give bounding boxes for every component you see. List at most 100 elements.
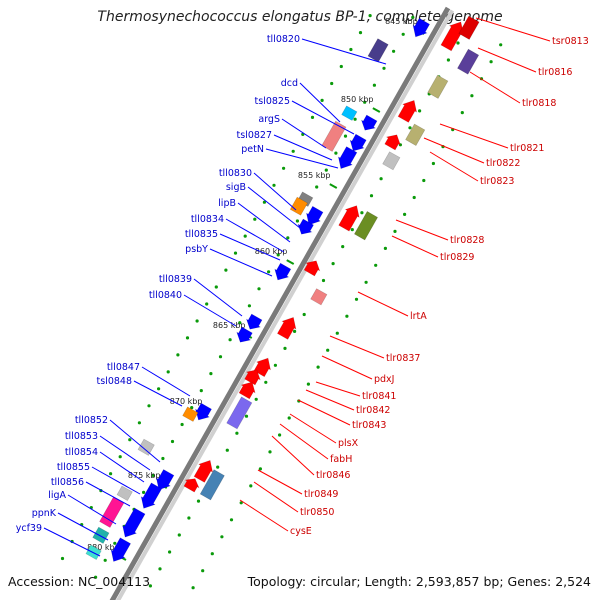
leader-line	[257, 469, 303, 495]
feature-block	[289, 196, 308, 216]
reverse-gene-arrow	[306, 205, 324, 226]
track-dot	[345, 314, 349, 318]
gene-label: tlr0846	[316, 470, 350, 481]
reverse-gene-arrow	[337, 146, 358, 170]
gene-arrow-shape	[244, 369, 261, 386]
track-dot	[460, 111, 464, 115]
leader-line	[265, 148, 339, 169]
left-label-tll0820: tll0820	[267, 34, 387, 65]
track-dot	[310, 115, 315, 119]
forward-gene-arrow	[397, 99, 418, 123]
track-dot	[353, 117, 357, 121]
track-dot	[446, 58, 450, 62]
gene-arrow-shape	[110, 537, 132, 562]
feature-block	[92, 526, 110, 544]
track-dot	[334, 151, 338, 155]
track-dot	[287, 416, 291, 420]
gene-label: ppnK	[32, 508, 57, 519]
leader-line	[183, 294, 237, 327]
leader-line	[439, 123, 509, 149]
gene-label: tll0840	[149, 290, 182, 301]
kbp-label: 865 kbp	[213, 321, 246, 330]
feature-block	[226, 396, 253, 430]
feature-block	[199, 469, 225, 501]
track-dot	[176, 353, 180, 357]
gene-label: psbY	[185, 244, 208, 255]
gene-label: lipB	[218, 198, 236, 209]
track-dot	[326, 348, 330, 352]
track-dot	[422, 178, 426, 183]
gene-arrow-shape	[412, 17, 431, 38]
backbone-highlight	[115, 9, 455, 600]
track-dot	[374, 263, 378, 267]
track-dot	[118, 455, 122, 459]
gene-label: tll0820	[267, 34, 300, 45]
track-dot	[201, 569, 205, 573]
feature-box-shape	[310, 288, 328, 306]
gene-arrow-shape	[183, 478, 200, 493]
track-dot	[324, 168, 328, 172]
track-dot	[210, 552, 214, 556]
gene-arrow-shape	[253, 357, 271, 378]
gene-arrow-shape	[276, 316, 297, 340]
gene-label: tlr0816	[538, 67, 572, 78]
gene-label: tll0839	[159, 274, 192, 285]
feature-block	[321, 120, 347, 152]
right-label-fabh: fabH	[279, 423, 352, 465]
track-dot	[142, 490, 146, 494]
feature-block	[182, 406, 199, 422]
track-dot	[470, 94, 474, 98]
track-dot	[408, 126, 412, 130]
gene-arrow-shape	[384, 134, 401, 151]
track-dot	[199, 389, 203, 393]
track-dot	[177, 533, 181, 537]
gene-arrow-shape	[238, 381, 256, 400]
leader-line	[423, 137, 485, 164]
forward-gene-arrow	[238, 381, 256, 400]
leader-line	[67, 494, 117, 525]
track-dot	[196, 499, 201, 503]
leader-line	[253, 481, 299, 513]
gene-label: tlr0818	[522, 98, 556, 109]
track-dot	[403, 212, 407, 216]
kbp-label: 870 kbp	[170, 397, 203, 406]
track-dot	[157, 387, 161, 391]
gene-label: dcd	[281, 78, 298, 89]
gene-label: tll0847	[107, 362, 140, 373]
feature-block	[353, 211, 379, 241]
gene-arrow-shape	[122, 507, 146, 538]
leader-line	[271, 435, 315, 476]
feature-box-shape	[457, 48, 480, 75]
leader-line	[253, 172, 297, 211]
track-dot	[499, 43, 503, 47]
track-dot	[214, 285, 218, 289]
track-dot	[364, 280, 368, 284]
track-dot	[113, 541, 117, 545]
gene-arrow-shape	[360, 114, 378, 131]
feature-block	[405, 123, 426, 146]
reverse-gene-arrow	[349, 133, 367, 152]
track-dot	[128, 438, 132, 442]
track-dot	[258, 467, 262, 471]
gene-label: tlr0841	[362, 391, 396, 402]
feature-box-shape	[353, 211, 379, 241]
track-dot	[220, 535, 224, 539]
track-dot	[103, 558, 107, 562]
gene-label: tlr0823	[480, 176, 514, 187]
feature-box-shape	[321, 120, 347, 152]
right-label-tlr0816: tlr0816	[477, 47, 572, 78]
feature-block	[341, 105, 358, 121]
feature-box-shape	[458, 15, 480, 40]
right-label-tlr0850: tlr0850	[253, 481, 334, 518]
left-label-tll0835: tll0835	[185, 229, 281, 261]
feature-box-shape	[427, 74, 449, 99]
leader-line	[289, 413, 337, 444]
track-dot	[272, 183, 276, 187]
leader-line	[247, 186, 301, 229]
feature-box-shape	[92, 526, 110, 544]
forward-gene-arrow	[183, 478, 200, 493]
forward-gene-arrow	[276, 316, 297, 340]
leader-line	[85, 481, 131, 507]
left-label-ppnk: ppnK	[32, 508, 109, 541]
